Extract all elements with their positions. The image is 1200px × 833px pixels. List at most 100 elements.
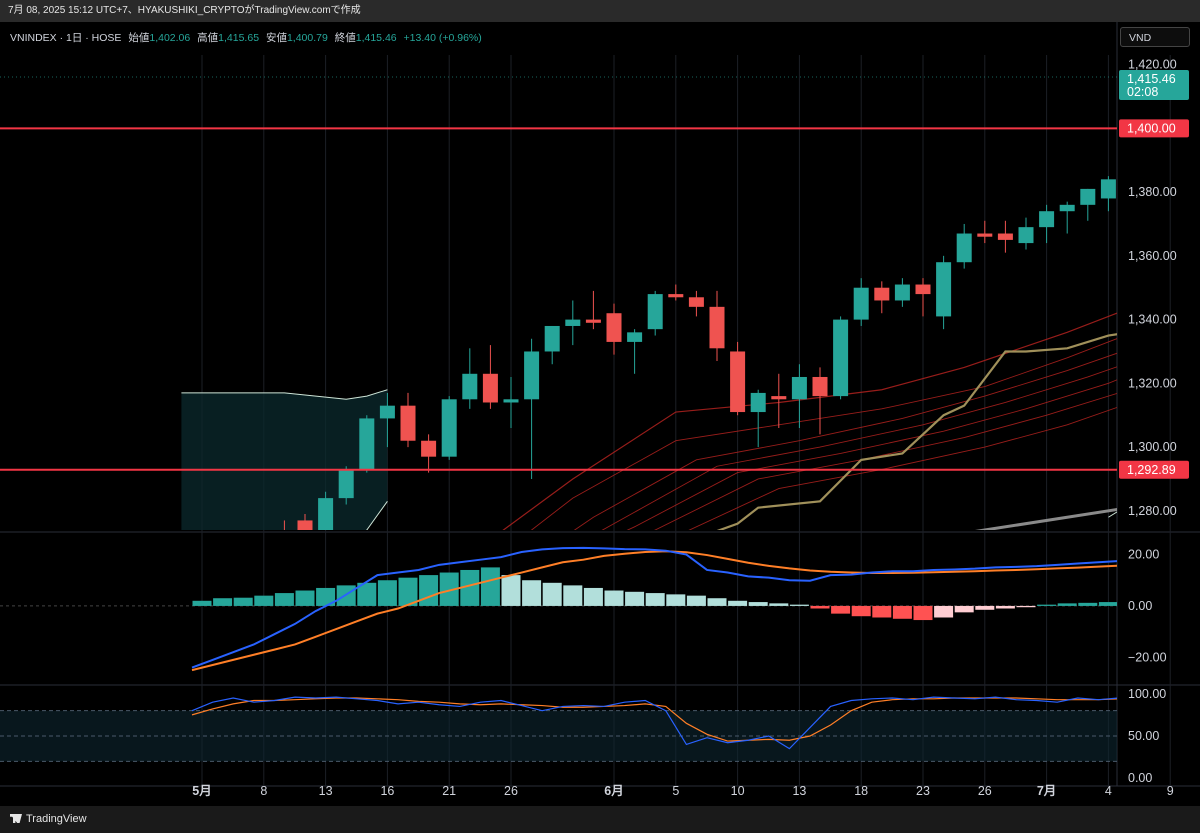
candle-body — [441, 399, 457, 457]
ma-gray-line — [974, 508, 1117, 530]
date-tick-label: 26 — [978, 784, 992, 798]
attribution-bar: 7月 08, 2025 15:12 UTC+7、HYAKUSHIKI_CRYPT… — [0, 0, 1200, 22]
candle-body — [338, 469, 354, 499]
macd-histogram-bar — [357, 582, 377, 606]
open-value: 1,402.06 — [149, 32, 191, 44]
ribbon-line — [626, 379, 1117, 530]
macd-histogram-bar — [1016, 605, 1036, 608]
price-label-text: 1,292.89 — [1127, 463, 1176, 477]
ribbon-line — [530, 338, 1117, 530]
price-tick-label: 1,300.00 — [1128, 440, 1177, 454]
macd-histogram-bar — [316, 587, 336, 606]
macd-histogram-bar — [995, 605, 1015, 609]
macd-histogram-bar — [501, 575, 521, 606]
price-tick-label: 1,320.00 — [1128, 376, 1177, 390]
date-tick-label: 18 — [854, 784, 868, 798]
stoch-pane — [0, 696, 1117, 762]
macd-histogram-bar — [810, 605, 830, 609]
macd-histogram-bar — [1181, 598, 1200, 606]
candle-body — [977, 233, 993, 237]
candle-body — [853, 287, 869, 320]
change-value: +13.40 (+0.96%) — [403, 32, 482, 44]
macd-pane — [0, 546, 1200, 672]
macd-histogram-bar — [789, 604, 809, 606]
macd-line — [191, 546, 1117, 669]
price-label-box — [1119, 119, 1189, 138]
candle-body — [236, 543, 251, 556]
macd-histogram-bar — [1078, 602, 1098, 606]
tradingview-logo[interactable]: TradingView — [10, 813, 87, 825]
candle-body — [400, 405, 416, 441]
candle-body — [627, 332, 643, 342]
candle-body — [215, 584, 230, 600]
candle-body — [833, 319, 849, 397]
price-label-countdown: 02:08 — [1127, 85, 1158, 99]
macd-histogram-bar — [934, 605, 954, 618]
symbol-legend: VNINDEX · 1日 · HOSE 始値1,402.06 高値1,415.6… — [10, 30, 482, 45]
ribbon-line — [573, 352, 1117, 530]
currency-button[interactable]: VND — [1120, 27, 1190, 47]
candle-body — [503, 399, 519, 403]
price-label-box — [1119, 70, 1189, 101]
date-tick-label: 13 — [792, 784, 806, 798]
candle-body — [1080, 188, 1096, 205]
macd-histogram-bar — [645, 593, 665, 606]
date-tick-label: 6月 — [604, 784, 623, 798]
date-tick-label: 4 — [1105, 784, 1112, 798]
macd-histogram-bar — [295, 590, 315, 606]
date-tick-label: 7月 — [1037, 784, 1056, 798]
date-tick-label: 8 — [260, 784, 267, 798]
candle-body — [421, 440, 437, 457]
macd-histogram-bar — [1037, 604, 1057, 606]
macd-histogram-bar — [542, 582, 562, 606]
chart-frame[interactable]: 1,280.00 1,300.00 1,320.00 1,340.00 1,360.00… — [0, 22, 1200, 806]
macd-histogram-bar — [1098, 602, 1117, 606]
date-tick-label: 21 — [442, 784, 456, 798]
low-value: 1,400.79 — [286, 32, 328, 44]
macd-histogram-bar — [913, 605, 933, 621]
macd-histogram-bar — [872, 605, 892, 618]
symbol-name[interactable]: VNINDEX · 1日 · HOSE — [10, 32, 122, 44]
candle-body — [1100, 179, 1116, 199]
macd-histogram-bar — [419, 575, 439, 606]
low-label: 安値 — [265, 32, 287, 44]
candle-body — [379, 405, 395, 419]
open-label: 始値 — [128, 32, 150, 44]
candle-body — [1039, 211, 1055, 228]
macd-histogram-bar — [563, 585, 583, 606]
candle-body — [730, 351, 746, 413]
candle-body — [544, 325, 560, 352]
macd-histogram-bar — [460, 569, 480, 606]
candle-body — [709, 306, 725, 349]
macd-histogram-bar — [625, 591, 645, 606]
candle-body — [915, 284, 931, 295]
stoch-tick-label: 50.00 — [1128, 729, 1159, 743]
high-value: 1,415.65 — [218, 32, 260, 44]
macd-histogram-bar — [954, 605, 974, 613]
macd-histogram-bar — [233, 597, 253, 606]
ribbon-line — [653, 392, 1117, 530]
band-fill-left — [181, 389, 388, 530]
candle-body — [482, 373, 498, 403]
price-tick-label: 1,340.00 — [1128, 313, 1177, 327]
close-value: 1,415.46 — [355, 32, 397, 44]
date-tick-label: 10 — [731, 784, 745, 798]
price-tick-label: 1,280.00 — [1128, 504, 1177, 518]
tradingview-logo-icon — [10, 814, 22, 823]
chart-canvas[interactable]: 1,280.00 1,300.00 1,320.00 1,340.00 1,360.00… — [0, 22, 1200, 806]
price-label-text: 1,400.00 — [1127, 121, 1176, 135]
candle-body — [1018, 227, 1034, 244]
date-tick-label: 13 — [319, 784, 333, 798]
macd-histogram-bar — [274, 593, 294, 606]
macd-histogram-bar — [831, 605, 851, 614]
ribbon-line — [601, 366, 1117, 530]
stoch-d-line — [191, 697, 1117, 742]
candle-body — [750, 392, 766, 413]
macd-tick-label: 20.00 — [1128, 548, 1159, 562]
macd-tick-label: 0.00 — [1128, 599, 1152, 613]
candle-body — [956, 233, 972, 263]
date-tick-label: 5 — [672, 784, 679, 798]
ribbon-line — [688, 406, 1117, 530]
date-tick-label: 16 — [380, 784, 394, 798]
candle-body — [277, 543, 292, 569]
